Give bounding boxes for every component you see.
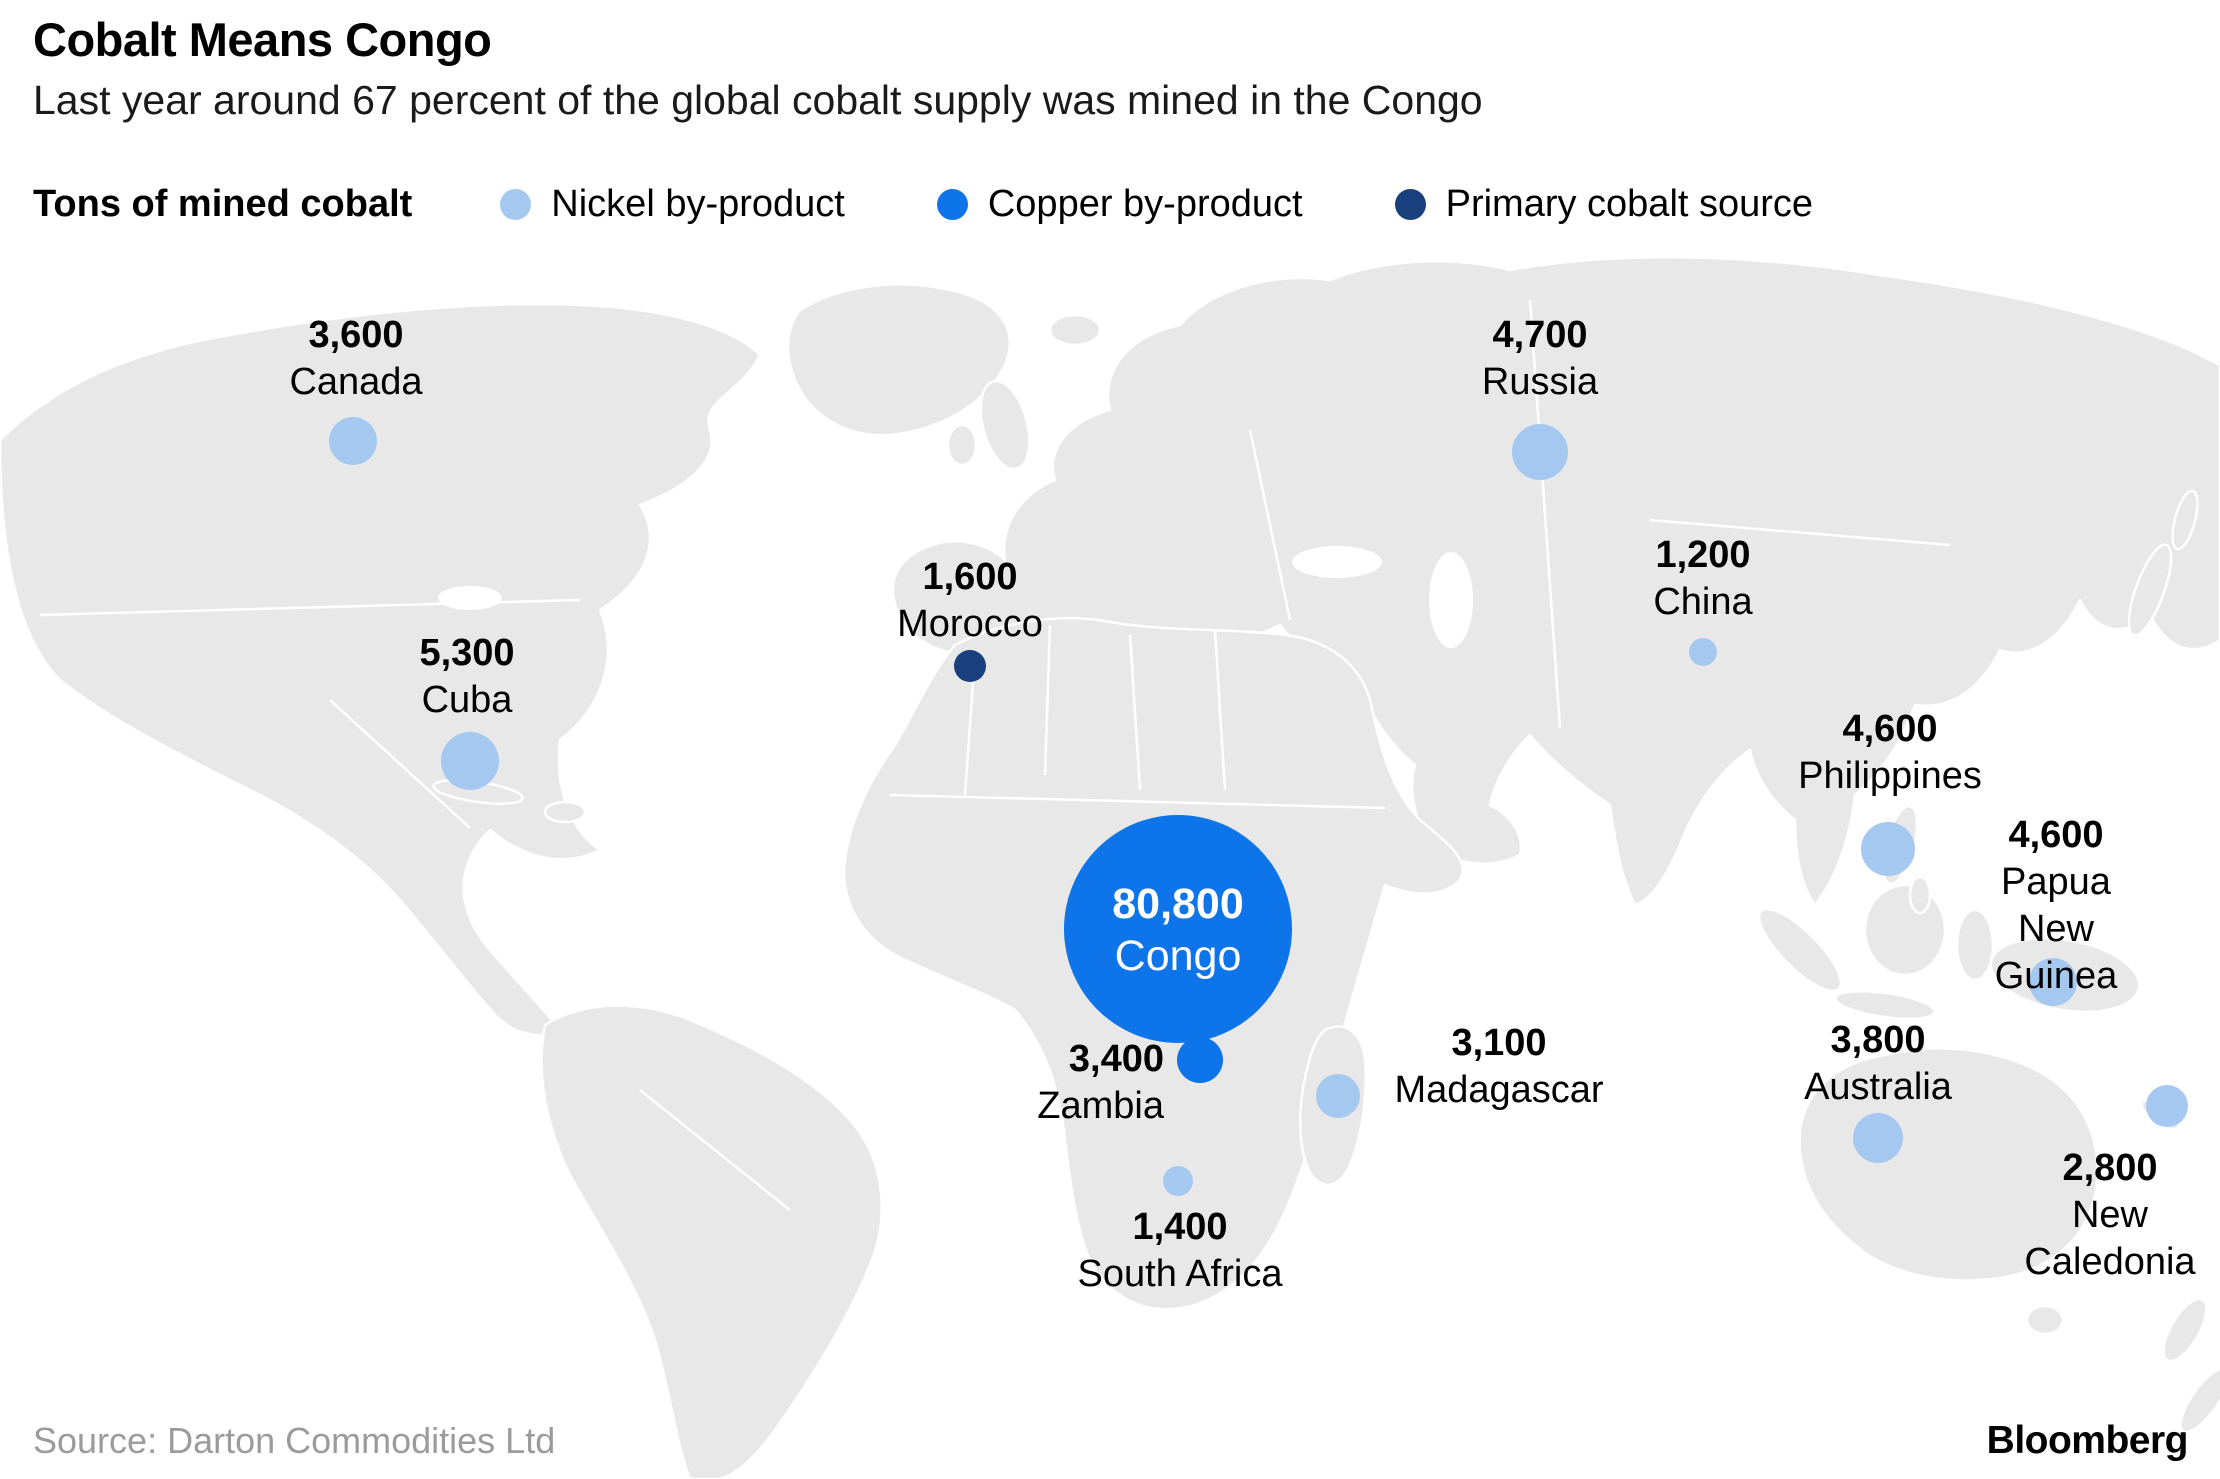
legend-dot-copper <box>936 189 968 220</box>
sea-caspian <box>1429 552 1473 648</box>
island-sumatra <box>1757 907 1843 993</box>
legend-dot-primary <box>1394 189 1426 220</box>
island-new-guinea <box>1989 936 2141 1014</box>
island-philippines-2 <box>1908 875 1932 915</box>
continent-eurasia <box>891 256 2220 907</box>
chart-title: Cobalt Means Congo <box>33 13 492 66</box>
island-ireland <box>946 423 978 467</box>
legend-item-label: Nickel by-product <box>551 183 845 225</box>
country-borders <box>39 299 1951 1211</box>
island-japan-1 <box>2127 543 2173 637</box>
continent-africa <box>842 616 1464 1311</box>
island-tasmania <box>2025 1304 2065 1336</box>
island-new-zealand-north <box>2162 1297 2208 1363</box>
footer: Source: Darton Commodities Ltd Bloomberg <box>33 1419 2189 1463</box>
island-philippines-1 <box>1881 804 1919 886</box>
island-hispaniola <box>543 800 587 824</box>
bloomberg-logo: Bloomberg <box>1986 1419 2189 1462</box>
lake-great-lakes <box>438 586 502 610</box>
continent-north-america <box>0 302 762 1037</box>
source-credit: Source: Darton Commodities Ltd <box>33 1420 556 1461</box>
island-greenland <box>786 283 1012 437</box>
legend-dot-nickel <box>500 189 532 220</box>
chart-header: Cobalt Means Congo Last year around 67 p… <box>33 12 1483 124</box>
legend-item-label: Primary cobalt source <box>1445 183 1814 225</box>
legend-item-copper: Copper by-product <box>936 183 1303 226</box>
island-borneo <box>1863 883 1947 977</box>
chart-subtitle: Last year around 67 percent of the globa… <box>33 77 1483 123</box>
legend: Tons of mined cobalt Nickel by-product Co… <box>33 183 1813 226</box>
continent-australia <box>1798 1047 2099 1282</box>
island-britain <box>979 379 1031 471</box>
legend-item-label: Copper by-product <box>987 183 1303 225</box>
island-new-zealand-south <box>2179 1366 2220 1434</box>
legend-item-primary: Primary cobalt source <box>1394 183 1814 226</box>
island-new-caledonia <box>2140 1099 2180 1131</box>
legend-item-nickel: Nickel by-product <box>500 183 845 226</box>
island-japan-2 <box>2171 489 2199 551</box>
sea-black <box>1292 546 1382 578</box>
continent-south-america <box>540 1004 883 1479</box>
island-iceland <box>1048 313 1102 347</box>
island-java <box>1834 989 1936 1021</box>
legend-title: Tons of mined cobalt <box>33 183 413 225</box>
legend-items: Nickel by-product Copper by-product Primar… <box>500 183 1813 226</box>
island-sulawesi <box>1955 908 1995 982</box>
